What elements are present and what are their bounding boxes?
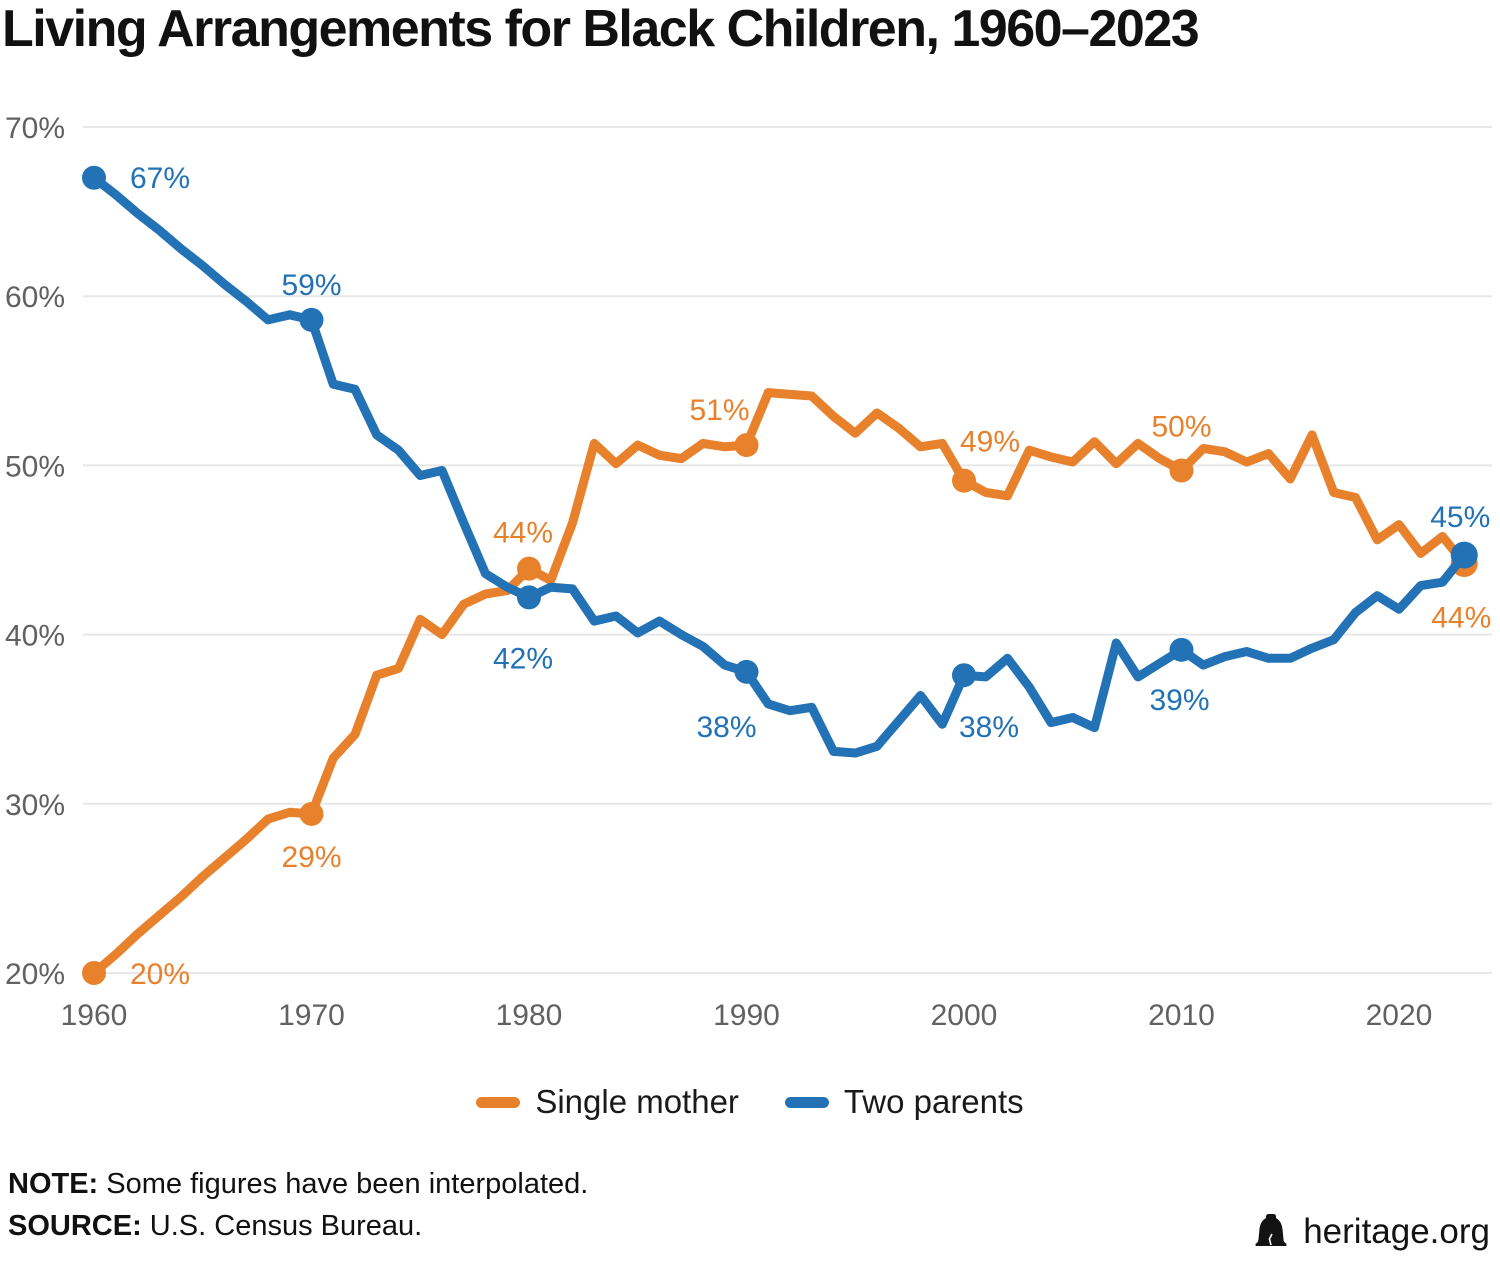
brand: heritage.org bbox=[1251, 1212, 1490, 1252]
x-tick-label: 1970 bbox=[278, 999, 345, 1032]
y-tick-label: 40% bbox=[5, 620, 65, 653]
legend-label: Two parents bbox=[843, 1083, 1024, 1120]
point-label-1970: 29% bbox=[281, 841, 341, 874]
legend-item-single-mother: Single mother bbox=[476, 1083, 739, 1121]
source-text: SOURCE: U.S. Census Bureau. bbox=[8, 1210, 422, 1243]
point-label-2000: 38% bbox=[959, 711, 1019, 744]
brand-site: heritage.org bbox=[1303, 1212, 1490, 1251]
data-point-two-parents-1960 bbox=[82, 165, 106, 190]
point-label-1990: 51% bbox=[689, 394, 749, 427]
data-point-two-parents-1970 bbox=[299, 307, 324, 332]
data-point-two-parents-2023 bbox=[1450, 541, 1478, 569]
point-label-2023: 44% bbox=[1431, 602, 1491, 635]
point-label-1980: 44% bbox=[493, 517, 553, 550]
point-label-2010: 39% bbox=[1149, 684, 1209, 717]
x-tick-label: 1980 bbox=[496, 999, 563, 1032]
source-body: U.S. Census Bureau. bbox=[141, 1210, 423, 1242]
data-point-two-parents-2000 bbox=[952, 663, 976, 688]
data-point-single-mother-2010 bbox=[1169, 458, 1194, 483]
point-label-2023: 45% bbox=[1430, 501, 1490, 534]
x-tick-label: 2010 bbox=[1148, 999, 1215, 1032]
point-label-1970: 59% bbox=[281, 269, 341, 302]
data-point-single-mother-1980 bbox=[517, 556, 541, 581]
point-label-1960: 67% bbox=[130, 162, 190, 195]
source-label: SOURCE: bbox=[8, 1210, 142, 1242]
data-point-two-parents-2010 bbox=[1169, 637, 1194, 662]
y-tick-label: 30% bbox=[5, 789, 65, 822]
x-tick-label: 1990 bbox=[713, 999, 780, 1032]
legend-label: Single mother bbox=[535, 1083, 739, 1120]
point-label-1960: 20% bbox=[130, 958, 190, 991]
note-body: Some figures have been interpolated. bbox=[98, 1168, 589, 1200]
series-line-two-parents bbox=[89, 173, 1469, 758]
two-parents-swatch-icon bbox=[784, 1096, 829, 1108]
y-tick-label: 70% bbox=[5, 112, 65, 145]
data-point-two-parents-1980 bbox=[517, 585, 541, 610]
data-point-single-mother-1960 bbox=[82, 961, 106, 985]
x-tick-label: 1960 bbox=[61, 999, 128, 1032]
point-label-1980: 42% bbox=[493, 642, 553, 675]
y-tick-label: 60% bbox=[5, 281, 65, 314]
x-tick-label: 2020 bbox=[1366, 999, 1433, 1032]
x-tick-label: 2000 bbox=[931, 999, 998, 1032]
line-chart: 70%60%50%40%30%20%1960 1970 1980 1990 2000 20… bbox=[5, 112, 1492, 1032]
note-label: NOTE: bbox=[8, 1168, 99, 1200]
series-line-single-mother bbox=[89, 388, 1469, 978]
legend-item-two-parents: Two parents bbox=[784, 1083, 1024, 1121]
point-label-2010: 50% bbox=[1151, 410, 1211, 443]
point-label-2000: 49% bbox=[960, 426, 1020, 459]
data-point-single-mother-1970 bbox=[299, 801, 324, 826]
data-point-two-parents-1990 bbox=[734, 659, 759, 684]
note-text: NOTE: Some figures have been interpolate… bbox=[8, 1168, 588, 1201]
liberty-bell-icon bbox=[1255, 1214, 1287, 1246]
point-label-1990: 38% bbox=[696, 711, 756, 744]
data-point-single-mother-1990 bbox=[734, 433, 759, 458]
data-point-single-mother-2000 bbox=[952, 468, 976, 493]
legend: Single mother Two parents bbox=[0, 1083, 1500, 1121]
single-mother-swatch-icon bbox=[476, 1096, 521, 1108]
y-tick-label: 20% bbox=[5, 958, 65, 991]
y-tick-label: 50% bbox=[5, 450, 65, 483]
chart-title: Living Arrangements for Black Children, … bbox=[2, 0, 1200, 58]
